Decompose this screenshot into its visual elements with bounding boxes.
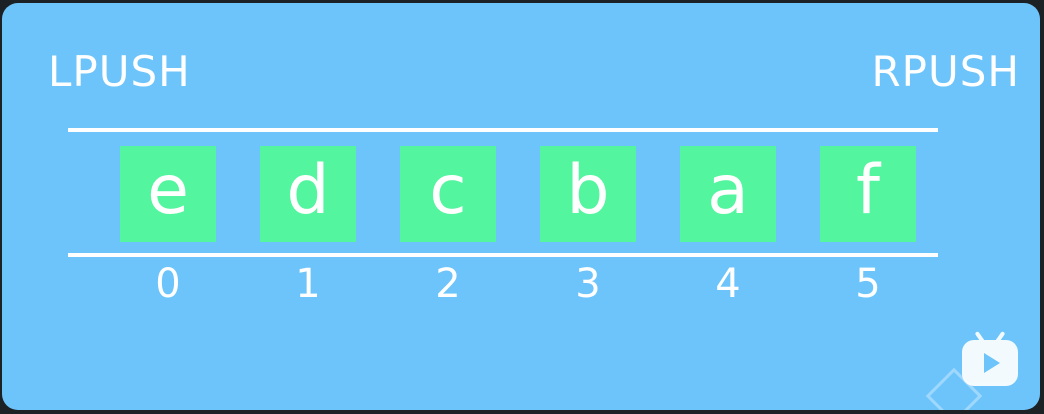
video-player-ear-right	[994, 331, 1006, 344]
list-cell: a	[680, 146, 776, 242]
list-bottom-rail	[68, 253, 938, 257]
list-index: 5	[855, 261, 881, 307]
list-top-rail	[68, 128, 938, 132]
list-cell: c	[400, 146, 496, 242]
list-cell: f	[820, 146, 916, 242]
play-icon	[984, 353, 1000, 373]
list-indices: 0 1 2 3 4 5	[120, 261, 920, 311]
list-cell: d	[260, 146, 356, 242]
rpush-label: RPUSH	[871, 47, 1020, 96]
list-diagram-panel: LPUSH RPUSH e d c b a f 0 1 2 3 4 5	[2, 3, 1040, 410]
video-player-ear-left	[974, 331, 986, 344]
list-index: 3	[575, 261, 601, 307]
list-index: 0	[155, 261, 181, 307]
list-cell: b	[540, 146, 636, 242]
list-index: 4	[715, 261, 741, 307]
video-player-icon[interactable]	[962, 331, 1018, 386]
list-cell: e	[120, 146, 216, 242]
list-index: 2	[435, 261, 461, 307]
list-index: 1	[295, 261, 321, 307]
list-cells: e d c b a f	[120, 146, 920, 242]
lpush-label: LPUSH	[48, 47, 191, 96]
